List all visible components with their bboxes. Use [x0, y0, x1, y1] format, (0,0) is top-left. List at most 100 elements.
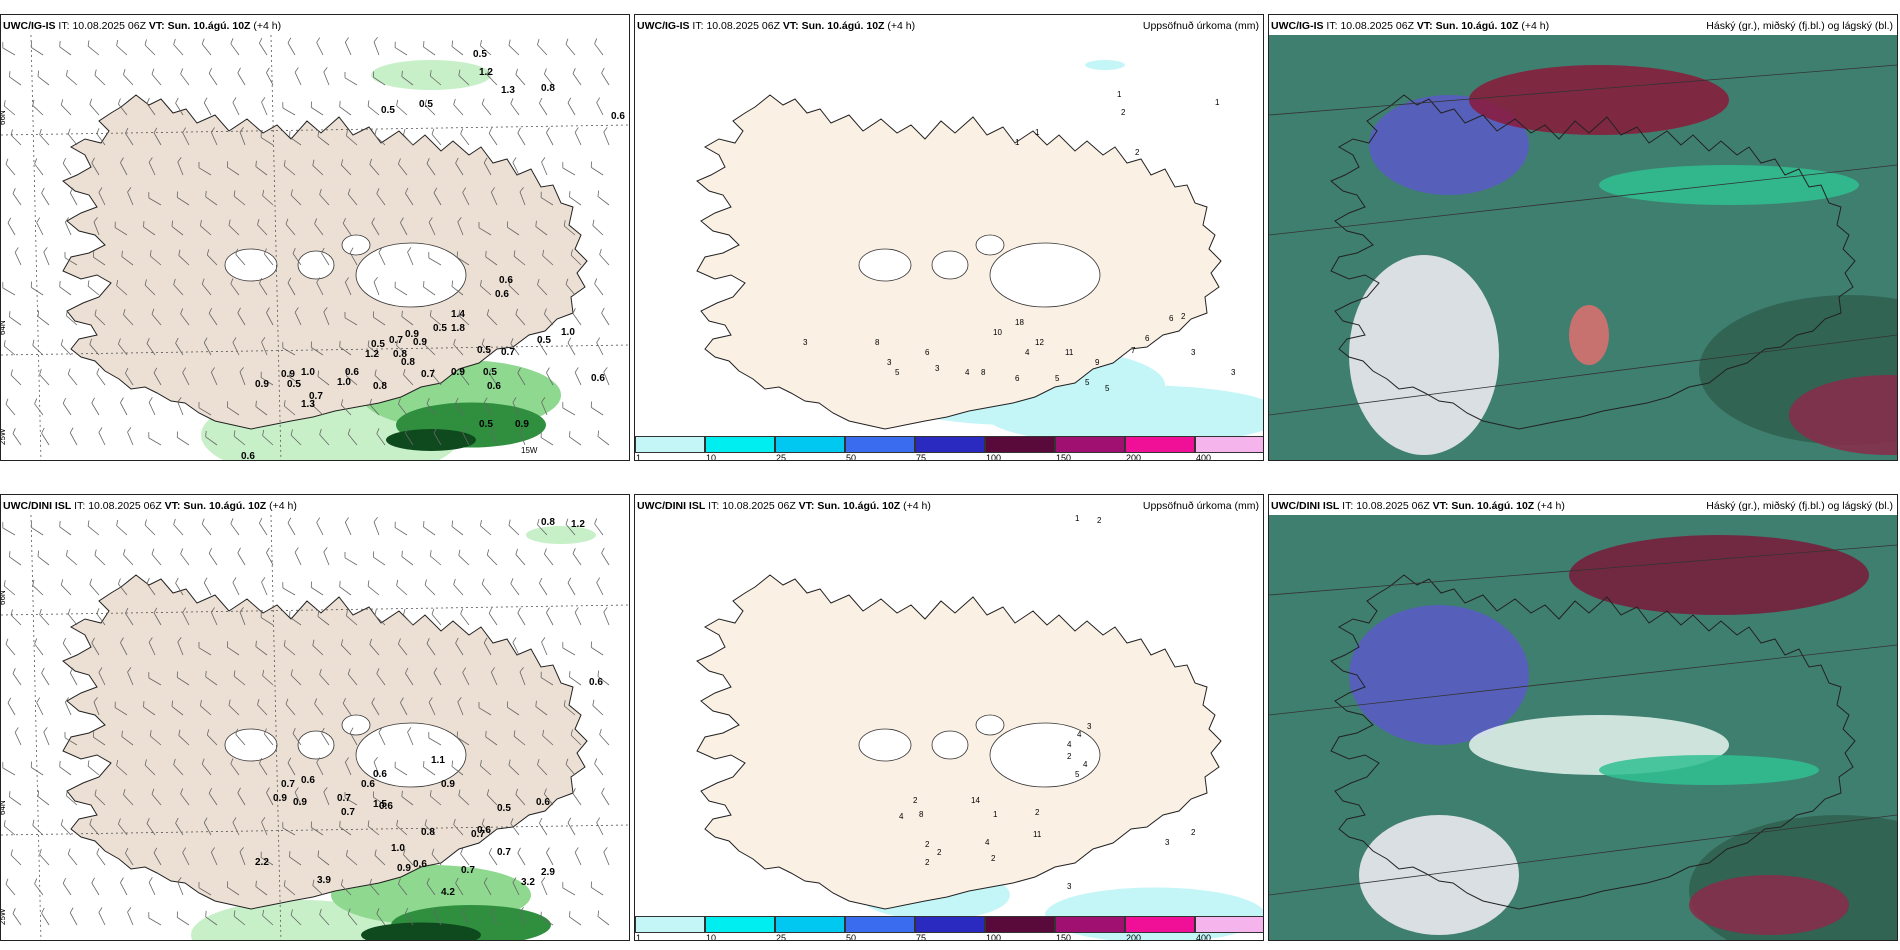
wind-barb: [572, 548, 582, 566]
wind-barb: [407, 727, 414, 746]
wind-barb: [369, 398, 380, 416]
wind-barb: [116, 759, 128, 776]
wind-barb: [171, 220, 184, 236]
model-name: UWC/DINI ISL: [1271, 500, 1340, 512]
wind-barb: [92, 731, 106, 746]
wind-barb: [151, 68, 162, 86]
wind-barb: [153, 607, 162, 626]
wind-barb: [567, 337, 576, 356]
wind-barb: [255, 640, 268, 656]
wind-value-label: 0.7: [309, 391, 323, 402]
wind-barb: [429, 550, 442, 566]
wind-barb: [237, 547, 246, 566]
glacier: [224, 728, 278, 762]
wind-barb: [367, 340, 380, 356]
wind-barb: [94, 549, 106, 566]
wind-barb: [230, 38, 240, 56]
init-time: 10.08.2025 06Z: [1340, 20, 1414, 32]
wind-barb: [563, 220, 576, 236]
graticule-label: 64N: [1, 800, 7, 815]
wind-barb: [210, 367, 218, 386]
wind-barb: [431, 368, 442, 386]
wind-barb: [210, 127, 218, 146]
wind-barb: [401, 550, 414, 566]
wind-barb: [539, 97, 548, 116]
precip-value-label: 4: [1025, 348, 1030, 357]
wind-barb: [89, 818, 100, 836]
wind-value-label: 0.9: [515, 419, 529, 430]
colorbar-tick-label: 75: [916, 933, 927, 941]
wind-barb: [153, 847, 162, 866]
wind-barb: [376, 428, 386, 446]
wind-barb: [127, 667, 134, 686]
wind-barb: [116, 39, 128, 56]
wind-barb: [289, 851, 302, 866]
wind-value-label: 0.9: [273, 793, 287, 804]
wind-barb: [373, 757, 380, 776]
wind-value-label: 0.6: [499, 275, 513, 286]
valid-time: Sun. 10.ágú. 10Z: [817, 500, 901, 512]
wind-value-label: 0.6: [589, 677, 603, 688]
wind-barb: [180, 548, 190, 566]
wind-value-label: 0.5: [537, 335, 551, 346]
colorbar-tick-label: 200: [1126, 453, 1142, 461]
wind-barb: [428, 732, 442, 746]
wind-barb: [321, 247, 330, 266]
wind-barb: [118, 338, 128, 356]
wind-barb: [428, 697, 436, 716]
wind-barb: [125, 847, 134, 866]
wind-barb: [488, 127, 498, 146]
precip-value-label: 2: [1035, 808, 1040, 817]
wind-value-label: 0.6: [591, 373, 605, 384]
wind-barb: [431, 608, 442, 626]
wind-barb: [451, 520, 464, 536]
wind-barb: [486, 549, 498, 566]
wind-barb: [182, 847, 190, 866]
wind-barb: [127, 427, 134, 446]
wind-barb: [239, 367, 246, 386]
cloud-layer: [1349, 605, 1529, 745]
wind-barb: [513, 250, 526, 266]
wind-barb: [259, 757, 268, 776]
wind-barb: [590, 881, 604, 896]
precip-value-label: 3: [1165, 838, 1170, 847]
wind-barb: [292, 248, 302, 266]
wind-barb: [563, 700, 576, 716]
colorbar-swatch: [705, 436, 775, 453]
precip-area: [985, 385, 1263, 445]
wind-barb: [488, 847, 498, 866]
wind-barb: [374, 609, 386, 626]
wind-barb: [424, 579, 436, 596]
wind-barb: [405, 907, 414, 926]
wind-barb: [12, 428, 22, 446]
wind-barb: [369, 638, 380, 656]
colorbar-tick-label: 400: [1196, 933, 1212, 941]
wind-barb: [510, 98, 520, 116]
colorbar-swatch: [775, 916, 845, 933]
wind-barb: [148, 192, 162, 206]
wind-barb: [32, 819, 44, 836]
wind-value-label: 0.7: [501, 347, 515, 358]
wind-barb: [400, 217, 408, 236]
precip-value-label: 2: [1121, 108, 1126, 117]
wind-barb: [451, 760, 464, 776]
wind-barb: [261, 97, 268, 116]
wind-barb: [570, 249, 582, 266]
glacier: [858, 248, 912, 282]
wind-barb: [373, 37, 380, 56]
wind-barb: [173, 758, 184, 776]
graticule-line: [270, 35, 282, 460]
wind-barb: [567, 817, 576, 836]
wind-barb: [257, 219, 268, 236]
wind-value-label: 0.6: [536, 797, 550, 808]
wind-barb: [198, 641, 212, 656]
wind-barb: [601, 787, 610, 806]
precip-value-label: 12: [1035, 338, 1044, 347]
wind-barb: [151, 308, 162, 326]
wind-barb: [67, 128, 78, 146]
wind-barb: [5, 158, 16, 176]
wind-barb: [570, 729, 582, 746]
wind-barb: [340, 879, 352, 896]
wind-barb: [96, 848, 106, 866]
lead-time: (+4 h): [887, 20, 916, 32]
